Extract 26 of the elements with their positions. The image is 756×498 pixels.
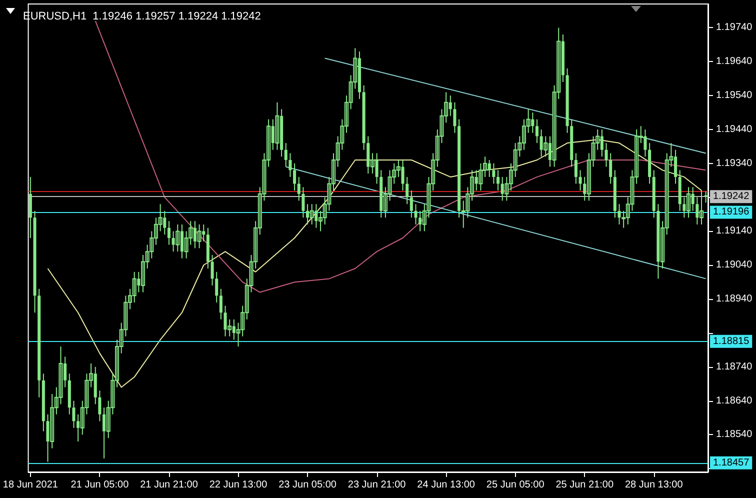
x-tick-label: 23 Jun 21:00 bbox=[348, 480, 406, 490]
x-tick-label: 25 Jun 21:00 bbox=[556, 480, 614, 490]
x-tick-label: 22 Jun 13:00 bbox=[209, 480, 268, 490]
y-tick-label: 1.18540 bbox=[716, 429, 753, 440]
y-tick-label: 1.19140 bbox=[716, 226, 753, 237]
y-tick-label: 1.18740 bbox=[716, 361, 753, 372]
x-tick-label: 23 Jun 05:00 bbox=[278, 480, 337, 490]
x-tick-label: 18 Jun 2021 bbox=[2, 480, 58, 490]
y-tick-label: 1.19340 bbox=[716, 158, 753, 169]
x-tick-label: 28 Jun 13:00 bbox=[624, 480, 684, 490]
y-tick-label: 1.18640 bbox=[716, 395, 753, 406]
ref-line-label: 1.19196 bbox=[713, 206, 750, 218]
y-tick-label: 1.19640 bbox=[716, 56, 753, 68]
ref-line-label: 1.19242 bbox=[713, 191, 750, 202]
y-tick-label: 1.19740 bbox=[716, 22, 753, 34]
y-tick-label: 1.19040 bbox=[716, 260, 753, 271]
x-tick-label: 21 Jun 05:00 bbox=[70, 480, 130, 490]
y-tick-label: 1.19540 bbox=[716, 90, 753, 102]
y-tick-label: 1.19440 bbox=[716, 124, 753, 135]
line-series bbox=[94, 20, 706, 293]
x-tick-label: 21 Jun 21:00 bbox=[140, 480, 198, 490]
y-tick-label: 1.18940 bbox=[716, 294, 753, 305]
ref-line-label: 1.18815 bbox=[713, 336, 750, 347]
ref-line-label: 1.18457 bbox=[713, 457, 750, 468]
x-tick-label: 25 Jun 05:00 bbox=[486, 480, 545, 490]
x-tick-label: 24 Jun 13:00 bbox=[417, 480, 476, 490]
